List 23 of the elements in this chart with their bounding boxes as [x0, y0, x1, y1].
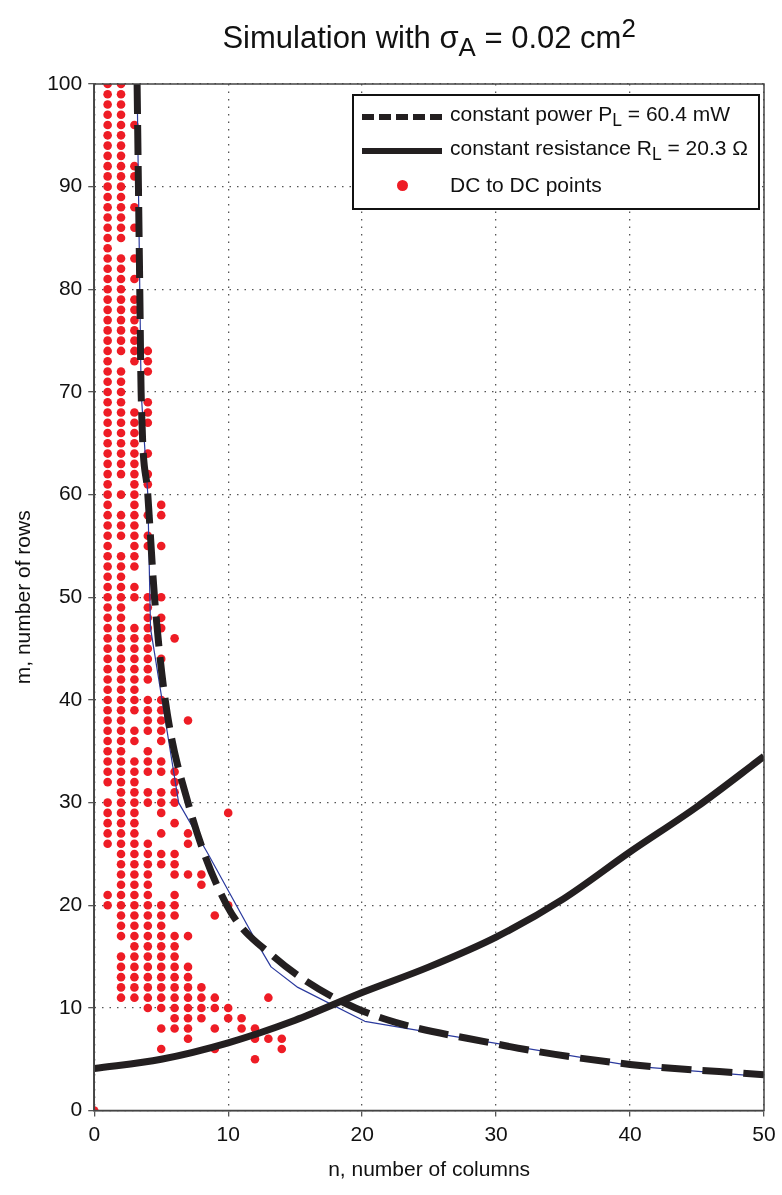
- x-tick-label: 0: [88, 1122, 101, 1145]
- y-axis-title: m, number of rows: [11, 510, 35, 685]
- y-tick-label: 50: [58, 584, 83, 608]
- y-tick-label: 20: [58, 892, 83, 916]
- y-tick-label: 30: [58, 789, 83, 813]
- y-tick-label: 80: [58, 276, 83, 300]
- x-axis-title: n, number of columns: [328, 1157, 531, 1181]
- y-tick-label: 70: [58, 378, 83, 402]
- y-tick-label: 0: [70, 1097, 83, 1121]
- x-tick-label: 30: [484, 1122, 508, 1145]
- y-tick-label: 100: [47, 70, 83, 94]
- y-tick-label: 10: [58, 994, 83, 1018]
- x-tick-label: 20: [350, 1122, 374, 1145]
- x-tick-label: 50: [752, 1122, 776, 1145]
- legend-label: constant resistance R$_{L}$ = 20.3 Ω: [450, 136, 749, 166]
- x-tick-label: 40: [618, 1122, 642, 1145]
- legend-label: DC to DC points: [450, 173, 602, 197]
- y-tick-label: 60: [58, 481, 83, 505]
- chart-title: Simulation with σ$_{A}$ = 0.02 cm$^{2}$: [221, 14, 637, 62]
- y-tick-label: 40: [58, 686, 83, 710]
- y-tick-label: 90: [58, 173, 83, 197]
- x-tick-label: 10: [216, 1122, 240, 1145]
- legend-label: constant power P$_{L}$ = 60.4 mW: [450, 102, 730, 132]
